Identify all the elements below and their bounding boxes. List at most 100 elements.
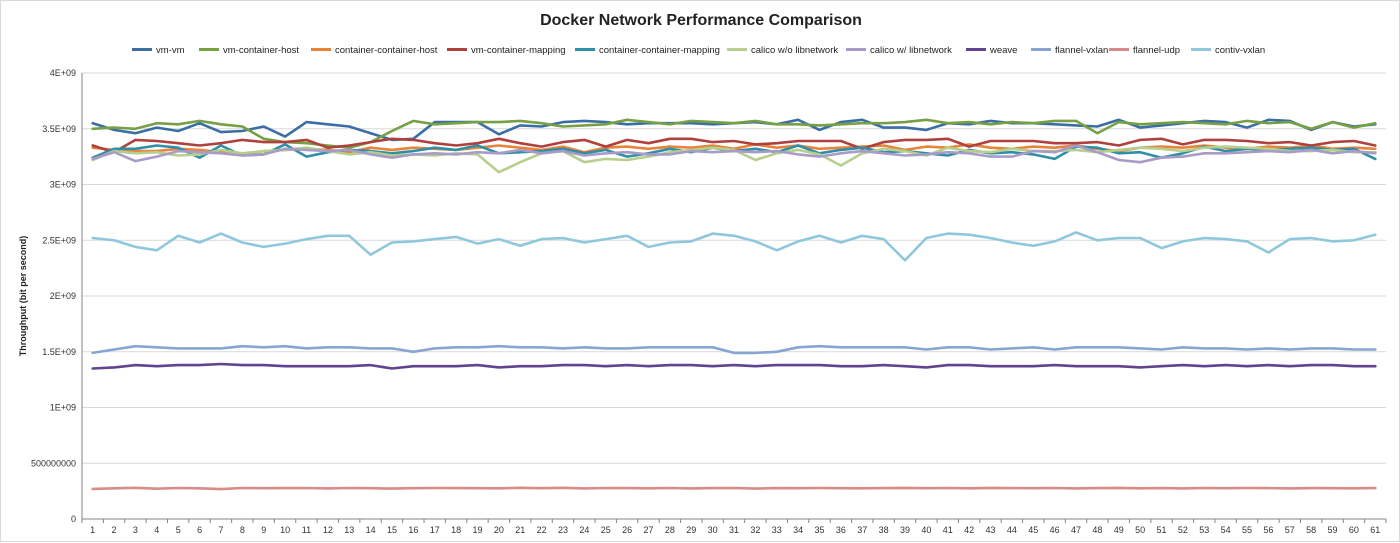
x-tick-label: 13 [344,525,354,535]
y-tick-label: 4E+09 [50,68,76,78]
legend-swatch [1031,47,1051,51]
x-tick-label: 4 [154,525,159,535]
x-tick-label: 2 [112,525,117,535]
series-line-contiv-vxlan [91,231,1377,262]
x-tick-label: 56 [1263,525,1273,535]
x-tick-label: 36 [836,525,846,535]
x-tick-label: 53 [1199,525,1209,535]
series-line-flannel-vxlan [91,344,1377,355]
x-tick-label: 55 [1242,525,1252,535]
legend-item: vm-container-mapping [447,43,566,59]
x-tick-label: 21 [515,525,525,535]
x-tick-label: 5 [176,525,181,535]
x-tick-label: 3 [133,525,138,535]
x-tick-label: 42 [964,525,974,535]
legend-label: weave [990,45,1018,56]
legend-item: vm-vm [132,43,185,59]
legend-label: container-container-mapping [599,45,720,56]
x-tick-label: 38 [879,525,889,535]
legend-swatch [846,47,866,51]
x-tick-label: 9 [261,525,266,535]
x-tick-label: 18 [451,525,461,535]
x-tick-label: 33 [772,525,782,535]
legend-label: vm-container-mapping [471,45,566,56]
legend-item: flannel-udp [1109,43,1180,59]
legend-label: container-container-host [335,45,438,56]
x-tick-label: 28 [665,525,675,535]
series-line-calico-w-libnetwork [91,144,1377,164]
y-tick-label: 1.5E+09 [42,347,76,357]
legend-label: contiv-vxlan [1215,45,1266,56]
x-tick-label: 44 [1007,525,1017,535]
x-tick-label: 10 [280,525,290,535]
legend-label: flannel-vxlan [1055,45,1109,56]
legend-swatch [1109,47,1129,51]
x-tick-label: 19 [472,525,482,535]
x-tick-label: 51 [1157,525,1167,535]
x-tick-label: 27 [643,525,653,535]
x-tick-label: 50 [1135,525,1145,535]
y-tick-label: 500000000 [31,458,76,468]
x-tick-label: 17 [430,525,440,535]
chart-title: Docker Network Performance Comparison [540,12,862,29]
legend-swatch [1191,47,1211,51]
x-tick-label: 23 [558,525,568,535]
x-tick-label: 12 [323,525,333,535]
x-tick-label: 26 [622,525,632,535]
x-tick-label: 45 [1028,525,1038,535]
legend-item: calico w/ libnetwork [846,43,952,59]
x-tick-label: 22 [537,525,547,535]
x-tick-label: 6 [197,525,202,535]
x-tick-label: 60 [1349,525,1359,535]
series-line-vm-container-mapping [91,137,1377,154]
x-tick-label: 52 [1178,525,1188,535]
y-tick-label: 2.5E+09 [42,235,76,245]
x-tick-label: 46 [1050,525,1060,535]
x-tick-label: 57 [1285,525,1295,535]
legend-item: flannel-vxlan [1031,43,1108,59]
x-tick-label: 61 [1370,525,1380,535]
legend-swatch [132,47,152,51]
x-tick-label: 7 [218,525,223,535]
x-tick-label: 35 [815,525,825,535]
legend-label: vm-vm [156,45,185,56]
legend-item: container-container-mapping [575,43,720,59]
legend-label: flannel-udp [1133,45,1181,56]
x-tick-label: 49 [1114,525,1124,535]
series-line-flannel-udp [91,486,1377,491]
x-tick-label: 34 [793,525,803,535]
chart-legend: vm-vm vm-container-host container-containe… [1,43,1400,59]
legend-item: calico w/o libnetwork [727,43,838,59]
legend-label: vm-container-host [223,45,300,56]
legend-swatch [447,47,467,51]
series-line-vm-container-host [91,118,1377,149]
x-tick-label: 41 [943,525,953,535]
x-tick-label: 40 [921,525,931,535]
x-tick-label: 30 [708,525,718,535]
x-tick-label: 16 [408,525,418,535]
legend-item: container-container-host [311,43,437,59]
legend-swatch [966,47,986,51]
x-tick-label: 24 [579,525,589,535]
y-tick-label: 1E+09 [50,403,76,413]
x-tick-label: 11 [302,525,311,535]
legend-swatch [727,47,747,51]
x-tick-label: 1 [90,525,95,535]
x-tick-label: 37 [857,525,867,535]
x-tick-label: 15 [387,525,397,535]
y-tick-label: 3E+09 [50,180,76,190]
x-tick-label: 54 [1221,525,1231,535]
x-tick-label: 32 [750,525,760,535]
legend-swatch [575,47,595,51]
x-tick-label: 39 [900,525,910,535]
legend-swatch [311,47,331,51]
y-tick-label: 3.5E+09 [42,124,76,134]
x-tick-label: 47 [1071,525,1081,535]
x-tick-label: 8 [240,525,245,535]
legend-swatch [199,47,219,51]
x-tick-label: 43 [986,525,996,535]
x-tick-label: 58 [1306,525,1316,535]
x-tick-label: 29 [686,525,696,535]
